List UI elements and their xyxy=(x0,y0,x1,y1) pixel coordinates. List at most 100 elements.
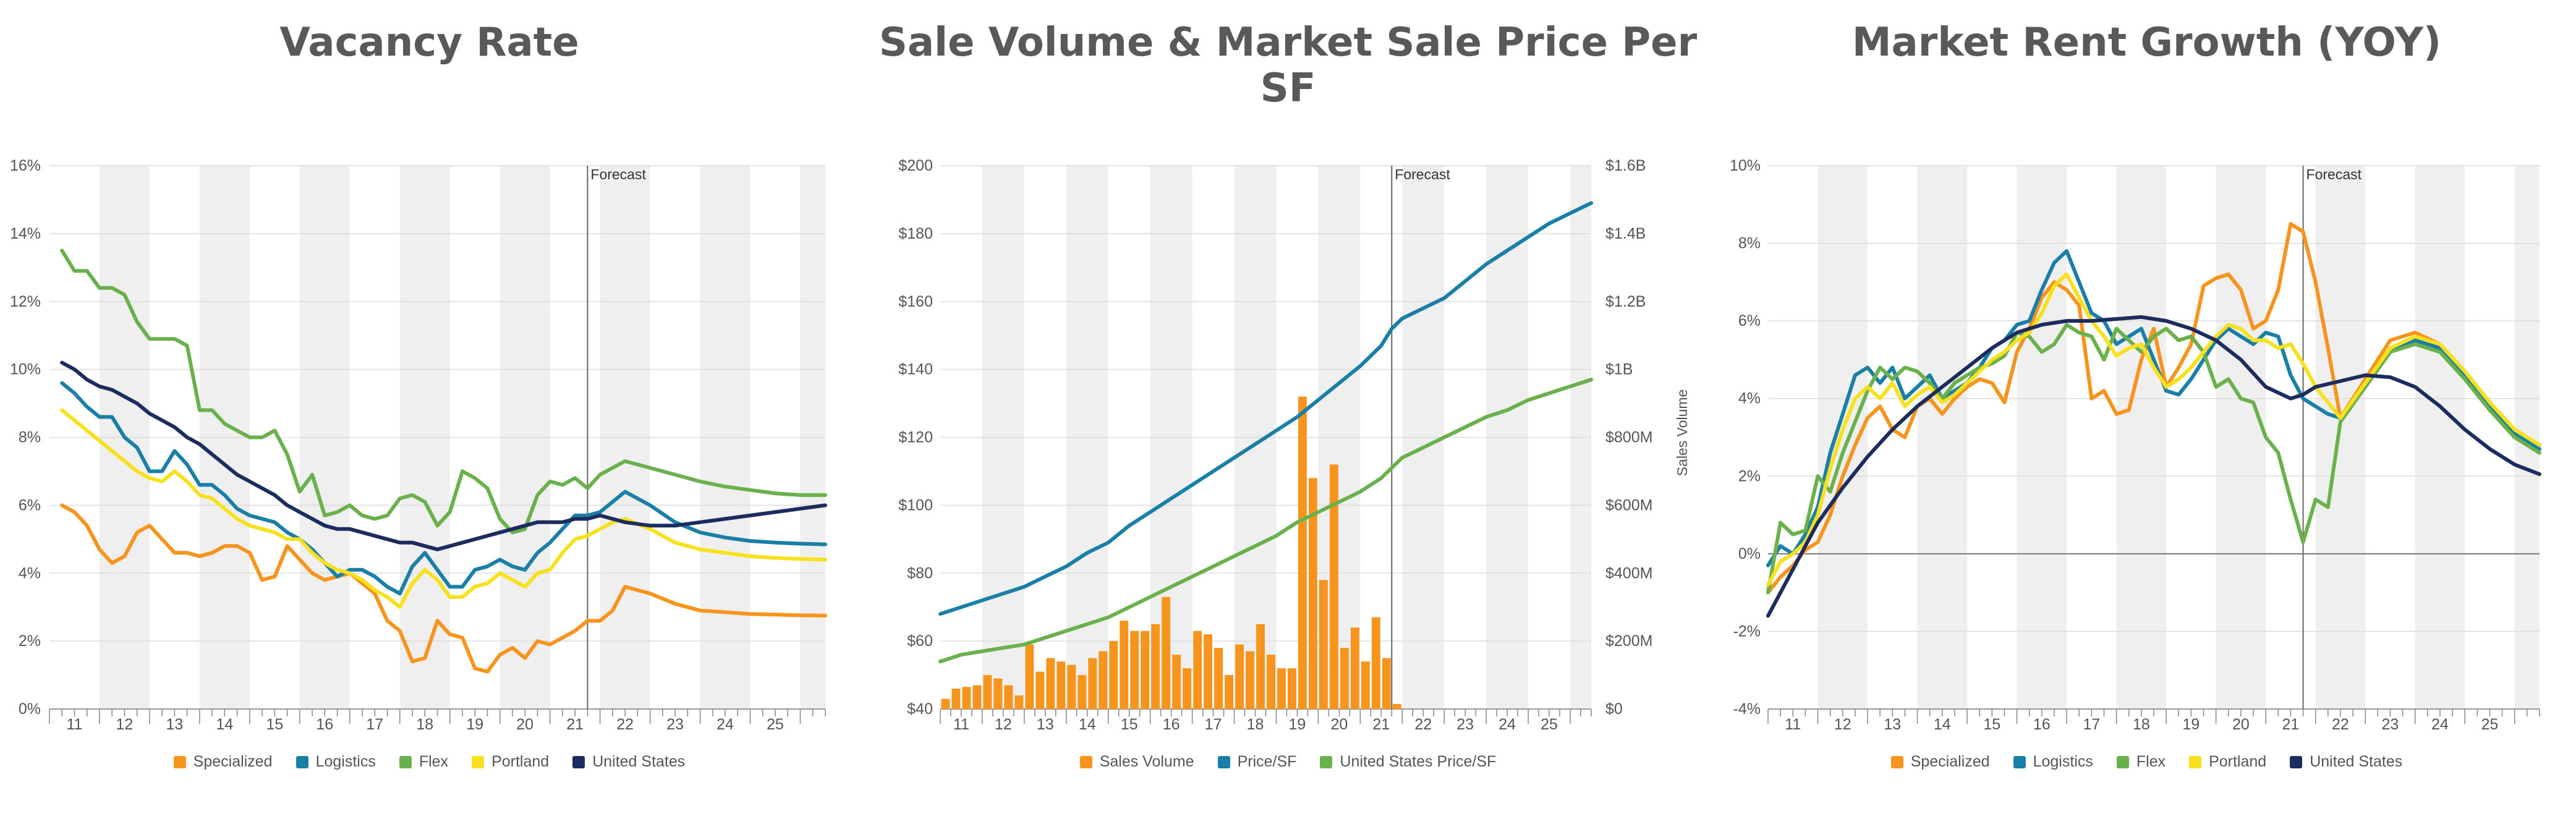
sales-volume-bar xyxy=(1035,671,1045,709)
x-tick-label: 23 xyxy=(666,716,684,733)
x-tick-label: 12 xyxy=(116,716,134,733)
forecast-label: Forecast xyxy=(2306,166,2362,182)
y-right-tick-label: $400M xyxy=(1605,564,1652,582)
market-rent-growth-chart: -4% -2% 0% 2% 4% 6% 8% 10% 11 12 13 14 15 16 17 18 19 20 2… xyxy=(1730,157,2541,733)
x-tick-label: 17 xyxy=(2083,716,2100,733)
sales-volume-bar xyxy=(1350,627,1359,709)
sales-volume-bar xyxy=(1204,634,1213,709)
series-line-portland xyxy=(60,408,827,610)
x-tick-label: 24 xyxy=(716,716,734,733)
y-right-tick-label: $1B xyxy=(1605,361,1633,378)
x-tick-label: 17 xyxy=(1205,716,1222,733)
legend-swatch xyxy=(472,755,485,768)
x-tick-label: 12 xyxy=(995,716,1012,733)
sales-volume-bar xyxy=(1141,631,1150,709)
sales-volume-bar xyxy=(1162,597,1171,709)
y-tick-label: 12% xyxy=(10,293,41,310)
series-line-flex xyxy=(1766,323,2541,595)
legend-swatch xyxy=(2013,755,2026,768)
sales-volume-bar xyxy=(1067,665,1076,709)
legend-swatch xyxy=(1217,755,1230,768)
legend-label: Specialized xyxy=(193,753,273,770)
chart-title: Vacancy Rate xyxy=(279,20,579,66)
y-tick-label: $80 xyxy=(907,564,933,582)
sales-volume-bar xyxy=(951,689,961,709)
year-band xyxy=(2216,166,2266,709)
x-tick-label: 20 xyxy=(1330,716,1348,733)
y-tick-label: $100 xyxy=(898,496,933,514)
y-tick-label: 2% xyxy=(19,632,41,650)
legend-swatch xyxy=(1320,755,1333,768)
sales-volume-bar xyxy=(1130,631,1139,709)
x-tick-label: 23 xyxy=(1456,716,1474,733)
x-tick-label: 22 xyxy=(2332,716,2349,733)
x-tick-label: 18 xyxy=(2133,716,2150,733)
y-tick-label: $120 xyxy=(898,429,933,446)
sales-volume-bar xyxy=(1025,644,1034,709)
x-tick-label: 19 xyxy=(1289,716,1306,733)
x-tick-label: 21 xyxy=(2282,716,2300,733)
sales-volume-bar xyxy=(1267,655,1275,709)
sales-volume-bar xyxy=(1340,648,1349,709)
sales-volume-bar xyxy=(1256,624,1265,709)
y-tick-label: -2% xyxy=(1733,622,1761,640)
y-tick-label: $140 xyxy=(898,361,933,378)
vacancy-rate-chart: 0% 2% 4% 6% 8% 10% 12% 14% 16% 11 12 13 14 15 16 17 18 19… xyxy=(10,157,827,733)
y-tick-label: 4% xyxy=(1738,390,1761,407)
legend-item-flex: Flex xyxy=(2116,753,2166,771)
x-tick-label: 13 xyxy=(1884,716,1901,733)
sales-volume-bar xyxy=(1246,651,1254,709)
legend-label: Specialized xyxy=(1910,753,1990,770)
legend-label: Flex xyxy=(2136,753,2166,770)
sales-volume-bar xyxy=(1046,658,1055,709)
x-tick-label: 25 xyxy=(1541,716,1558,733)
y-right-tick-label: $1.6B xyxy=(1605,157,1646,174)
sale-volume-chart: $40 $60 $80 $100 $120 $140 $160 $180 $200 $0 $200M… xyxy=(898,157,1690,733)
x-tick-label: 15 xyxy=(1121,716,1138,733)
sales-volume-bar xyxy=(1298,396,1307,709)
series-line-price-sf xyxy=(938,201,1593,616)
y-tick-label: $180 xyxy=(898,225,933,242)
year-band xyxy=(2017,166,2067,709)
x-tick-label: 19 xyxy=(2182,716,2200,733)
legend-swatch xyxy=(2116,755,2129,768)
sale-volume-panel: Sale Volume & Market Sale Price Per SF $… xyxy=(859,0,1717,824)
sales-volume-bar xyxy=(1277,668,1286,709)
x-tick-label: 13 xyxy=(1037,716,1054,733)
sales-volume-bar xyxy=(1004,685,1013,709)
sales-volume-bar xyxy=(1014,695,1024,709)
y-right-tick-label: $800M xyxy=(1605,429,1652,446)
sales-volume-bar xyxy=(1371,617,1380,709)
x-tick-label: 13 xyxy=(166,716,184,733)
market-rent-growth-panel: Market Rent Growth (YOY) -4% -2% 0% 2% 4% 6% 8… xyxy=(1717,0,2576,824)
legend-item-united-states: United States xyxy=(2290,753,2402,771)
legend-item-price-sf: Price/SF xyxy=(1217,753,1297,771)
y-tick-label: 10% xyxy=(1730,157,1761,174)
legend-label: Price/SF xyxy=(1237,753,1297,770)
sales-volume-bar xyxy=(1151,624,1160,709)
y-right-tick-label: $0 xyxy=(1605,700,1623,718)
legend-item-flex: Flex xyxy=(399,753,448,771)
legend-item-portland: Portland xyxy=(2189,753,2266,771)
series-line-united-states xyxy=(1766,315,2541,618)
x-tick-label: 16 xyxy=(1163,716,1180,733)
sales-volume-bar xyxy=(1056,661,1066,709)
legend-item-logistics: Logistics xyxy=(2013,753,2093,771)
y-tick-label: 10% xyxy=(10,361,41,378)
sales-volume-bar xyxy=(1319,580,1328,709)
legend-label: Flex xyxy=(419,753,449,770)
chart-legend: Sales Volume Price/SF United States Price/… xyxy=(859,753,1717,771)
sales-volume-bar xyxy=(1088,658,1097,709)
chart-legend: Specialized Logistics Flex Portland United S… xyxy=(1717,753,2576,771)
y-tick-label: -4% xyxy=(1733,700,1761,718)
x-tick-label: 18 xyxy=(416,716,433,733)
x-tick-label: 15 xyxy=(266,716,283,733)
legend-swatch xyxy=(295,755,308,768)
sales-volume-bar xyxy=(1361,661,1370,709)
legend-item-specialized: Specialized xyxy=(173,753,273,771)
x-tick-label: 18 xyxy=(1247,716,1264,733)
y-tick-label: 6% xyxy=(1738,312,1761,329)
legend-item-logistics: Logistics xyxy=(295,753,376,771)
x-tick-label: 16 xyxy=(2033,716,2051,733)
series-line-logistics xyxy=(60,381,827,596)
